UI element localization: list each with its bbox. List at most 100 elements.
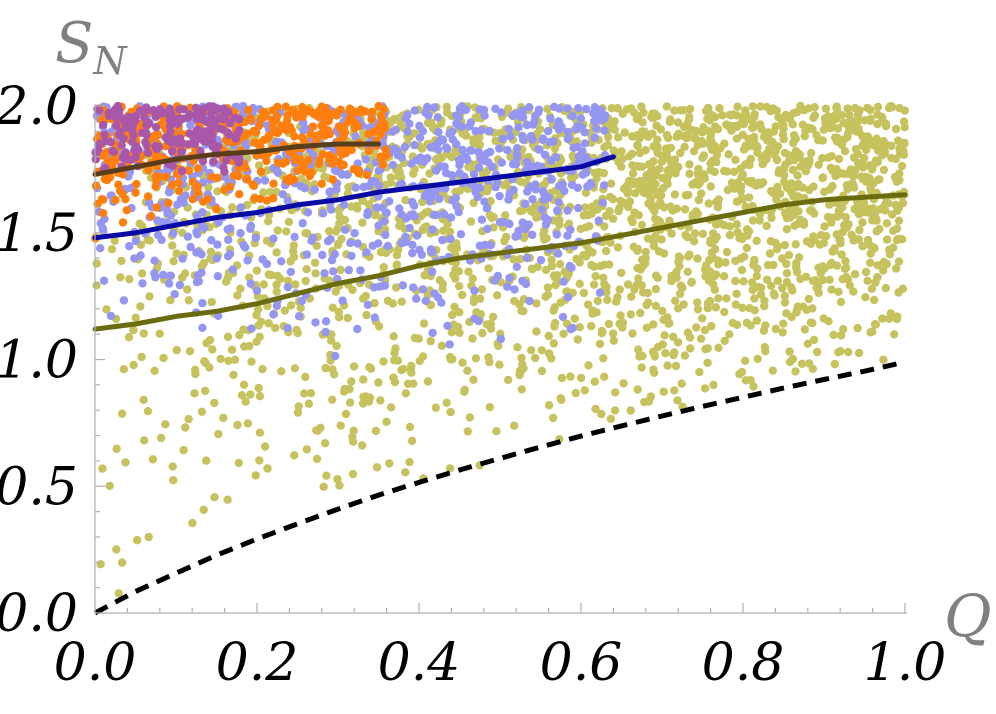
data-point (302, 445, 312, 454)
data-point (810, 111, 820, 120)
data-point (598, 198, 607, 207)
data-point (289, 241, 298, 250)
data-point (707, 248, 716, 257)
data-point (333, 240, 343, 250)
data-point (410, 140, 419, 150)
data-point (199, 258, 208, 268)
data-point (748, 278, 757, 287)
data-point (685, 112, 694, 122)
data-point (216, 354, 225, 364)
data-point (259, 188, 268, 197)
data-point (704, 199, 713, 208)
data-point (782, 225, 792, 234)
data-point (103, 157, 112, 166)
data-point (685, 104, 695, 114)
data-point (567, 263, 576, 272)
data-point (458, 290, 467, 300)
data-point (653, 135, 662, 144)
data-point (445, 340, 454, 349)
data-point (212, 204, 221, 214)
data-point (718, 111, 727, 120)
data-point (760, 343, 770, 352)
lines-layer (92, 141, 908, 616)
data-point (711, 122, 720, 131)
data-point (651, 271, 661, 280)
data-point (627, 179, 637, 188)
data-point (665, 216, 674, 225)
data-point (326, 187, 335, 196)
data-point (669, 332, 678, 341)
data-point (397, 365, 406, 375)
data-point (152, 203, 161, 212)
data-point (900, 106, 909, 115)
data-point (106, 311, 116, 321)
data-point (832, 104, 842, 114)
data-point (560, 186, 569, 196)
data-point (699, 151, 709, 160)
data-point (549, 339, 558, 348)
data-point (480, 197, 489, 206)
data-point (454, 155, 464, 165)
data-point (537, 205, 546, 214)
data-point (166, 296, 175, 305)
data-point (710, 167, 719, 177)
data-point (184, 166, 193, 175)
data-point (310, 258, 320, 267)
data-point (121, 458, 130, 467)
data-point (750, 294, 759, 303)
x-tick-label: 0.4 (378, 633, 461, 693)
data-point (672, 273, 681, 282)
data-point (605, 260, 614, 269)
data-point (545, 137, 554, 147)
data-point (199, 197, 208, 206)
data-point (269, 179, 278, 188)
data-point (693, 168, 703, 178)
data-point (297, 296, 306, 306)
data-point (445, 464, 455, 473)
data-point (269, 310, 278, 319)
data-point (266, 270, 276, 280)
data-point (271, 323, 280, 333)
data-point (297, 174, 306, 184)
data-point (165, 271, 175, 280)
data-point (671, 361, 681, 371)
data-point (705, 255, 714, 265)
data-point (767, 186, 776, 196)
data-point (712, 151, 722, 160)
data-point (402, 214, 411, 223)
data-point (144, 532, 153, 542)
data-point (673, 396, 682, 405)
data-point (748, 216, 758, 225)
data-point (670, 106, 679, 115)
data-point (93, 145, 103, 154)
data-point (850, 270, 860, 279)
data-point (742, 225, 752, 234)
data-point (198, 134, 208, 143)
data-point (670, 190, 680, 199)
data-point (247, 324, 256, 333)
data-point (543, 104, 552, 114)
data-point (766, 237, 775, 246)
data-point (250, 138, 259, 147)
data-point (895, 169, 904, 178)
data-point (447, 171, 457, 180)
data-point (495, 144, 504, 153)
data-point (527, 346, 536, 355)
data-point (395, 204, 404, 213)
data-point (574, 104, 583, 113)
data-point (480, 240, 489, 250)
data-point (861, 267, 871, 277)
data-point (689, 237, 699, 246)
data-point (129, 360, 138, 370)
data-point (637, 102, 646, 111)
data-point (579, 211, 588, 220)
data-point (697, 189, 706, 198)
data-point (809, 232, 818, 241)
data-point (854, 158, 863, 168)
data-point (821, 117, 830, 127)
data-point (367, 115, 376, 124)
data-point (336, 105, 345, 114)
data-point (374, 122, 384, 132)
data-point (141, 137, 150, 147)
data-point (294, 312, 304, 321)
